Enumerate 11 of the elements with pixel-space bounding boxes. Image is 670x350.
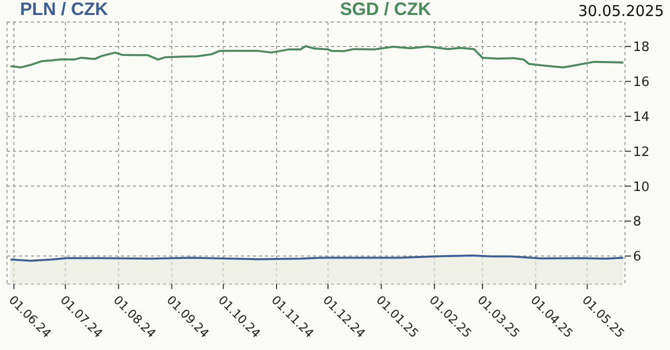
text: PLN / CZK xyxy=(20,0,108,20)
y-tick-label: 12 xyxy=(633,144,650,160)
y-tick-label: 18 xyxy=(633,40,650,56)
series-label: SGD / CZK xyxy=(340,0,432,20)
y-tick-label: 8 xyxy=(633,214,642,230)
y-tick-label: 14 xyxy=(633,110,650,125)
line-series xyxy=(9,45,624,68)
y-tick-label: 10 xyxy=(633,180,650,195)
text: 30.05.2025 xyxy=(578,2,664,20)
y-tick-label: 6 xyxy=(633,250,642,265)
y-tick-label: 16 xyxy=(633,75,650,90)
